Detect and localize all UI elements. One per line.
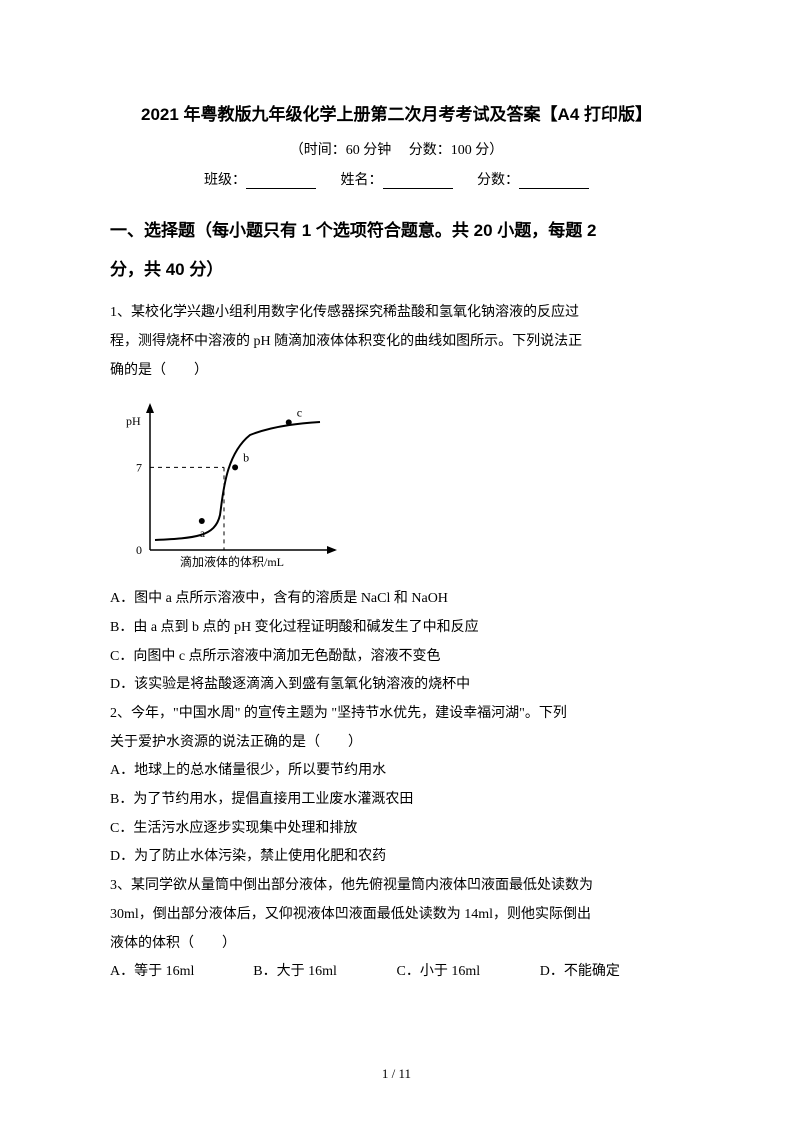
svg-text:b: b (243, 451, 249, 465)
svg-text:0: 0 (136, 543, 142, 557)
section-1-heading-line2: 分，共 40 分） (110, 250, 683, 289)
q1-stem-l1: 1、某校化学兴趣小组利用数字化传感器探究稀盐酸和氢氧化钠溶液的反应过 (110, 305, 579, 320)
score-label: 分数：100 分） (409, 143, 504, 158)
q3-stem-l3: 液体的体积（ ） (110, 936, 236, 951)
section-1-heading: 一、选择题（每小题只有 1 个选项符合题意。共 20 小题，每题 2 分，共 4… (110, 211, 683, 289)
name-label: 姓名： (341, 173, 383, 188)
q1-chart: pH 7 0 滴加液体的体积/mL a b c (120, 395, 683, 575)
q3-stem-l1: 3、某同学欲从量筒中倒出部分液体，他先俯视量筒内液体凹液面最低处读数为 (110, 878, 593, 893)
q3-opt-c[interactable]: C．小于 16ml (397, 958, 540, 987)
fill-row: 班级： 姓名： 分数： (110, 169, 683, 189)
section-1-heading-line1: 一、选择题（每小题只有 1 个选项符合题意。共 20 小题，每题 2 (110, 211, 683, 250)
q1-opt-b[interactable]: B．由 a 点到 b 点的 pH 变化过程证明酸和碱发生了中和反应 (110, 614, 683, 643)
score-fill-label: 分数： (477, 173, 519, 188)
page-title: 2021 年粤教版九年级化学上册第二次月考考试及答案【A4 打印版】 (110, 100, 683, 125)
q3-opt-b[interactable]: B．大于 16ml (253, 958, 396, 987)
q3-stem-l2: 30ml，倒出部分液体后，又仰视液体凹液面最低处读数为 14ml，则他实际倒出 (110, 907, 591, 922)
class-label: 班级： (204, 173, 246, 188)
class-blank[interactable] (246, 173, 316, 189)
q1-opt-c[interactable]: C．向图中 c 点所示溶液中滴加无色酚酞，溶液不变色 (110, 643, 683, 672)
q1-stem-l2: 程，测得烧杯中溶液的 pH 随滴加液体体积变化的曲线如图所示。下列说法正 (110, 334, 582, 349)
q1-stem-l3: 确的是（ ） (110, 363, 208, 378)
q2-opt-a[interactable]: A．地球上的总水储量很少，所以要节约用水 (110, 757, 683, 786)
q1-stem: 1、某校化学兴趣小组利用数字化传感器探究稀盐酸和氢氧化钠溶液的反应过 程，测得烧… (110, 299, 683, 385)
q3-stem: 3、某同学欲从量筒中倒出部分液体，他先俯视量筒内液体凹液面最低处读数为 30ml… (110, 872, 683, 958)
q2-opt-b[interactable]: B．为了节约用水，提倡直接用工业废水灌溉农田 (110, 786, 683, 815)
time-label: （时间：60 分钟 (290, 143, 392, 158)
svg-text:7: 7 (136, 461, 142, 475)
svg-text:滴加液体的体积/mL: 滴加液体的体积/mL (180, 554, 284, 569)
score-blank[interactable] (519, 173, 589, 189)
q1-opt-a[interactable]: A．图中 a 点所示溶液中，含有的溶质是 NaCl 和 NaOH (110, 585, 683, 614)
q2-opt-c[interactable]: C．生活污水应逐步实现集中处理和排放 (110, 815, 683, 844)
exam-meta: （时间：60 分钟 分数：100 分） (110, 139, 683, 159)
svg-text:pH: pH (126, 414, 141, 428)
q2-opt-d[interactable]: D．为了防止水体污染，禁止使用化肥和农药 (110, 843, 683, 872)
q2-stem: 2、今年，"中国水周" 的宣传主题为 "坚持节水优先，建设幸福河湖"。下列 关于… (110, 700, 683, 757)
q3-opt-d[interactable]: D．不能确定 (540, 958, 683, 987)
q1-opt-d[interactable]: D．该实验是将盐酸逐滴滴入到盛有氢氧化钠溶液的烧杯中 (110, 671, 683, 700)
q2-stem-l2: 关于爱护水资源的说法正确的是（ ） (110, 735, 362, 750)
q2-options: A．地球上的总水储量很少，所以要节约用水 B．为了节约用水，提倡直接用工业废水灌… (110, 757, 683, 872)
q2-stem-l1: 2、今年，"中国水周" 的宣传主题为 "坚持节水优先，建设幸福河湖"。下列 (110, 706, 567, 721)
q1-options: A．图中 a 点所示溶液中，含有的溶质是 NaCl 和 NaOH B．由 a 点… (110, 585, 683, 700)
q3-options: A．等于 16ml B．大于 16ml C．小于 16ml D．不能确定 (110, 958, 683, 987)
name-blank[interactable] (383, 173, 453, 189)
ph-curve-chart: pH 7 0 滴加液体的体积/mL a b c (120, 395, 350, 570)
svg-text:a: a (200, 526, 206, 540)
page-number: 1 / 11 (0, 1066, 793, 1082)
q3-opt-a[interactable]: A．等于 16ml (110, 958, 253, 987)
svg-text:c: c (297, 406, 302, 420)
